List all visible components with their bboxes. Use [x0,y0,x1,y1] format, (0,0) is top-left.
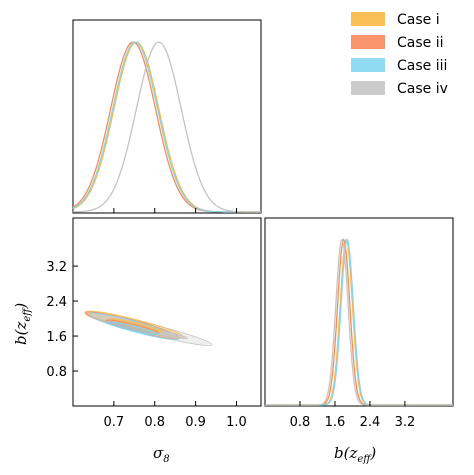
legend-swatch-case-i [351,12,385,26]
legend-label-case-iv: Case iv [397,81,448,97]
y-axis-label-bias: b(zeff) [12,303,33,345]
legend-swatch-case-iv [351,81,385,95]
joint-y-tick-label: 1.6 [46,330,67,345]
joint-posterior-panel: 0.7 0.8 0.9 1.0 0.8 1.6 2.4 3.2 [46,217,262,430]
legend: Case i Case ii Case iii Case iv [351,12,448,97]
bias-marginal-curve-case-iv [265,238,453,406]
legend-swatch-case-iii [351,58,385,72]
x-axis-label-bias: b(zeff) [334,444,376,465]
joint-y-tick-label: 3.2 [46,260,67,275]
legend-label-case-iii: Case iii [397,58,447,74]
joint-posterior-frame [72,217,262,407]
sigma8-marginal-curve-case-iii [72,41,261,213]
legend-label-case-ii: Case ii [397,35,444,51]
bias-marginal-panel: 0.8 1.6 2.4 3.2 [264,217,454,430]
sigma8-marginal-frame [72,19,262,214]
joint-y-tick-label: 2.4 [46,295,67,310]
bias-marginal-curve-case-iii [265,238,453,406]
joint-x-tick-label: 1.0 [226,415,247,430]
legend-swatch-case-ii [351,35,385,49]
sigma8-marginal-panel [72,19,262,214]
joint-contour-inner-case-iii [105,321,160,336]
joint-x-tick-label: 0.7 [104,415,125,430]
bias-marginal-x-tick-label: 3.2 [395,415,416,430]
bias-marginal-x-tick-label: 2.4 [360,415,381,430]
sigma8-marginal-curve-case-iv [72,41,261,213]
sigma8-marginal-curve-case-ii [72,41,261,213]
bias-marginal-x-tick-label: 1.6 [325,415,346,430]
joint-x-tick-label: 0.9 [185,415,206,430]
joint-x-tick-label: 0.8 [144,415,165,430]
x-axis-label-sigma8: σ8 [153,444,170,465]
legend-label-case-i: Case i [397,12,440,28]
bias-marginal-frame [264,217,454,407]
joint-y-tick-label: 0.8 [46,365,67,380]
sigma8-marginal-curve-case-i [72,41,261,213]
bias-marginal-x-tick-label: 0.8 [290,415,311,430]
